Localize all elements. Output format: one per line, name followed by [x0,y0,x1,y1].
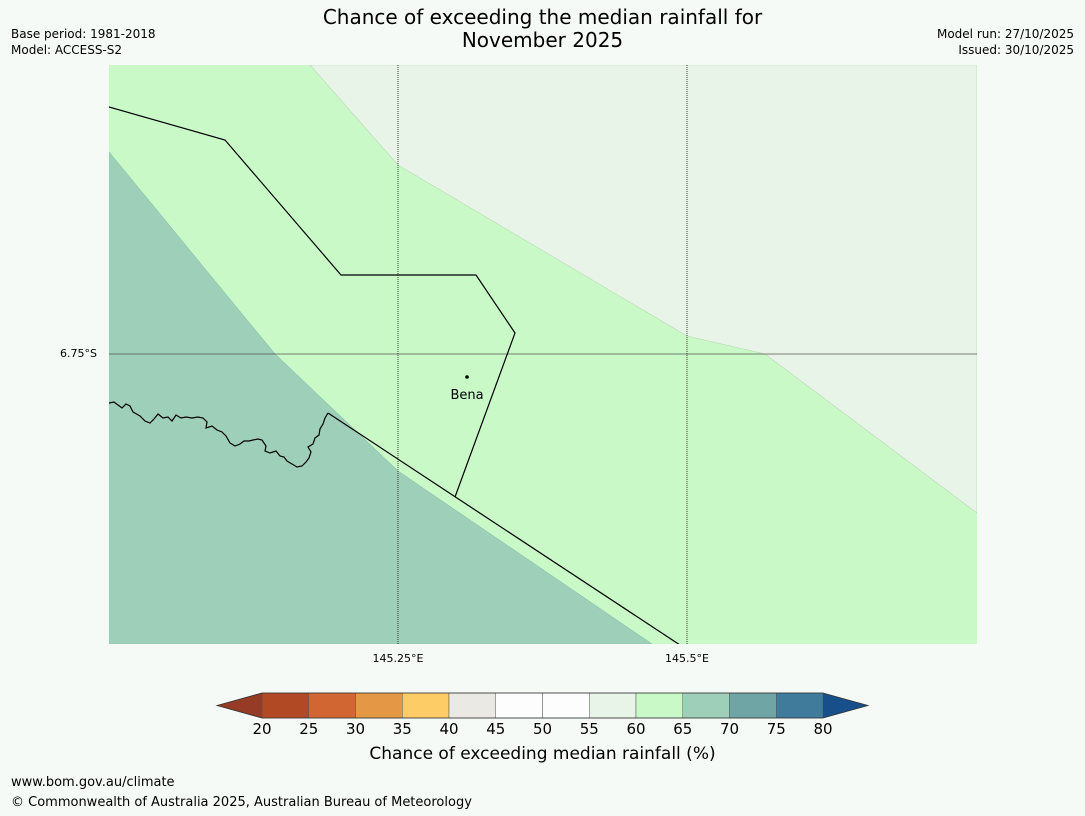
place-marker [465,375,469,379]
colorbar-tick-75: 75 [766,720,786,738]
model-run: Model run: 27/10/2025 [936,27,1074,41]
colorbar-under-arrow [217,693,262,718]
colorbar [215,692,870,719]
coastline [109,401,329,468]
lat-label-6-75s: 6.75°S [60,347,97,360]
model-name: Model: ACCESS-S2 [11,43,123,57]
colorbar-tick-40: 40 [439,720,459,738]
colorbar-tick-70: 70 [719,720,740,738]
colorbar-tick-20: 20 [252,720,272,738]
colorbar-tick-60: 60 [626,720,646,738]
colorbar-segment [308,692,356,719]
run-info: Model run: 27/10/2025 Issued: 30/10/2025 [937,26,1074,58]
colorbar-tick-35: 35 [392,720,412,738]
province-border [109,106,516,498]
colorbar-segment [495,692,543,719]
colorbar-over-arrow [823,693,868,718]
colorbar-tick-80: 80 [813,720,833,738]
colorbar-segment [542,692,590,719]
issued-date: Issued: 30/10/2025 [958,43,1074,57]
colorbar-tick-25: 25 [299,720,319,738]
place-label-bena: Bena [450,388,484,403]
title-line-1: Chance of exceeding the median rainfall … [322,5,763,29]
region-65-70 [109,151,653,644]
colorbar-segment [355,692,403,719]
lon-label-145-5e: 145.5°E [665,652,709,665]
base-period: Base period: 1981-2018 [11,27,156,41]
colorbar-segment [776,692,824,719]
colorbar-tick-30: 30 [345,720,366,738]
province-border [327,412,680,644]
colorbar-tick-55: 55 [579,720,599,738]
colorbar-outline [215,692,870,719]
footer-copyright: © Commonwealth of Australia 2025, Austra… [11,795,472,810]
footer-url[interactable]: www.bom.gov.au/climate [11,775,175,790]
title-line-2: November 2025 [461,28,624,52]
colorbar-segment [448,692,496,719]
colorbar-segment [635,692,683,719]
colorbar-title: Chance of exceeding median rainfall (%) [369,744,716,764]
lon-label-145-25e: 145.25°E [372,652,424,665]
model-info: Base period: 1981-2018 Model: ACCESS-S2 [11,26,156,58]
colorbar-segment [261,692,309,719]
map-title: Chance of exceeding the median rainfall … [0,6,1085,52]
colorbar-tick-45: 45 [486,720,506,738]
colorbar-tick-50: 50 [532,720,553,738]
colorbar-segment [589,692,637,719]
colorbar-segment [402,692,450,719]
colorbar-tick-65: 65 [673,720,693,738]
colorbar-segment [729,692,777,719]
colorbar-segment [682,692,730,719]
